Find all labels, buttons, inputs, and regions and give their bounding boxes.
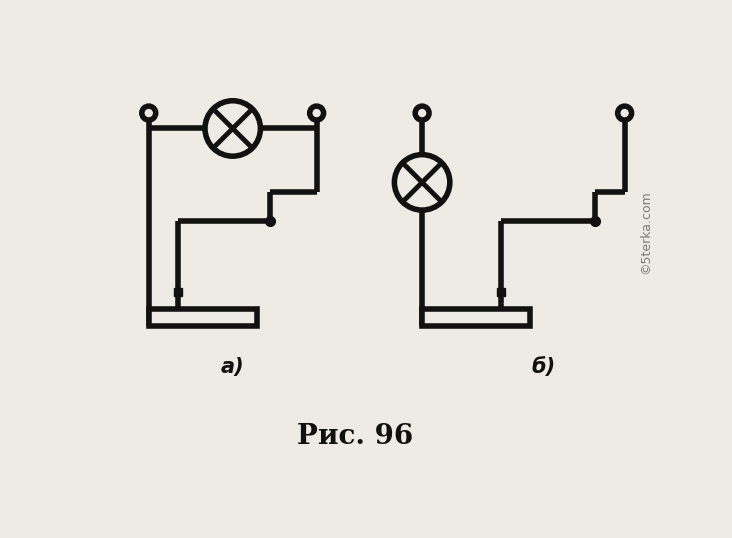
Circle shape (146, 110, 152, 117)
Circle shape (415, 106, 429, 120)
Text: б): б) (531, 357, 556, 377)
Circle shape (313, 110, 320, 117)
Text: ©5terka.com: ©5terka.com (640, 190, 653, 274)
Circle shape (419, 110, 425, 117)
Bar (149, 309, 257, 325)
Circle shape (310, 106, 324, 120)
Circle shape (621, 110, 628, 117)
Text: а): а) (221, 357, 244, 377)
Bar (422, 309, 530, 325)
Circle shape (618, 106, 632, 120)
Circle shape (142, 106, 156, 120)
Circle shape (205, 101, 261, 156)
Circle shape (395, 154, 450, 210)
Text: Рис. 96: Рис. 96 (297, 423, 414, 450)
